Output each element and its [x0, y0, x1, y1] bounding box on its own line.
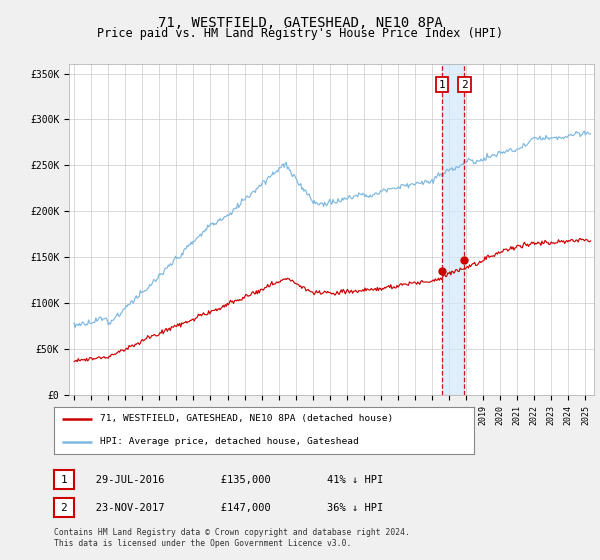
Text: HPI: Average price, detached house, Gateshead: HPI: Average price, detached house, Gate… — [100, 437, 359, 446]
Text: Price paid vs. HM Land Registry's House Price Index (HPI): Price paid vs. HM Land Registry's House … — [97, 27, 503, 40]
Text: 29-JUL-2016         £135,000         41% ↓ HPI: 29-JUL-2016 £135,000 41% ↓ HPI — [77, 475, 383, 485]
Text: 71, WESTFIELD, GATESHEAD, NE10 8PA: 71, WESTFIELD, GATESHEAD, NE10 8PA — [158, 16, 442, 30]
Text: 23-NOV-2017         £147,000         36% ↓ HPI: 23-NOV-2017 £147,000 36% ↓ HPI — [77, 503, 383, 513]
Text: Contains HM Land Registry data © Crown copyright and database right 2024.
This d: Contains HM Land Registry data © Crown c… — [54, 528, 410, 548]
Text: 2: 2 — [461, 80, 468, 90]
Text: 1: 1 — [439, 80, 445, 90]
Text: 2: 2 — [61, 503, 67, 513]
Bar — [442, 64, 464, 395]
Text: 1: 1 — [61, 475, 67, 485]
Text: 71, WESTFIELD, GATESHEAD, NE10 8PA (detached house): 71, WESTFIELD, GATESHEAD, NE10 8PA (deta… — [100, 414, 394, 423]
